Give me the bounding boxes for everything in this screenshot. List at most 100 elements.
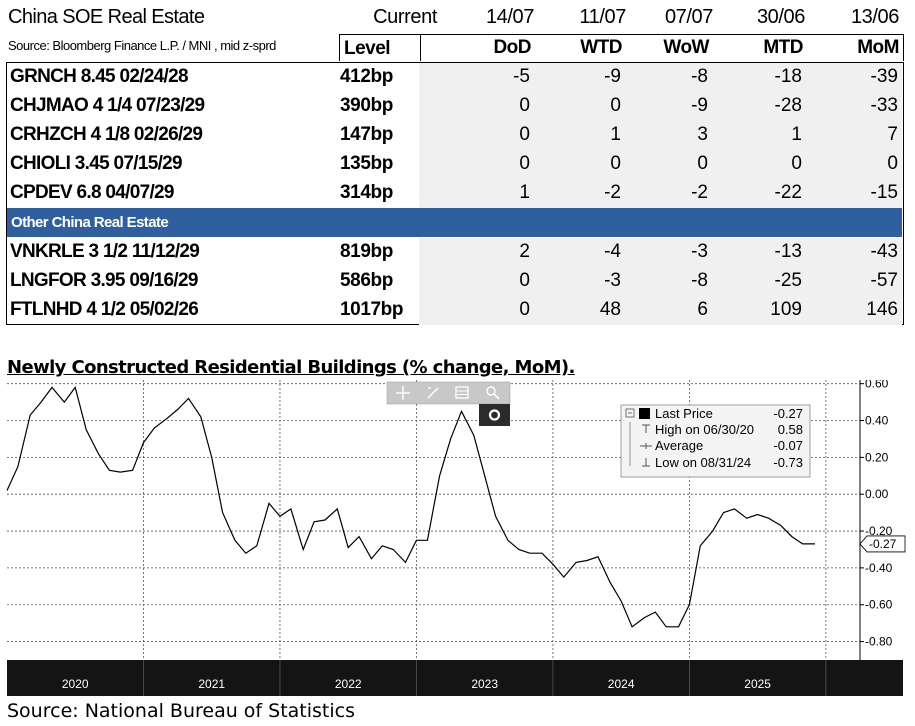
search-icon[interactable] [486,386,500,400]
bond-level: 819bp [340,241,393,262]
last-price-tag: -0.27 [859,535,906,553]
table-row: CHJMAO 4 1/4 07/23/29 390bp 0 0 -9 -28 -… [7,92,902,121]
value-dod: 0 [519,95,530,116]
value-wow: -9 [691,95,708,116]
value-mtd: -25 [774,270,802,291]
bond-name: CPDEV 6.8 04/07/29 [10,182,174,203]
value-mom: 146 [866,299,898,320]
move-icon[interactable] [396,386,410,400]
x-tick-label: 2021 [198,677,225,691]
value-dod: 0 [519,270,530,291]
bond-name: CHJMAO 4 1/4 07/23/29 [10,95,205,116]
y-tick-label: -0.60 [865,598,893,612]
table-row: FTLNHD 4 1/2 05/02/26 1017bp 0 48 6 109 … [7,296,902,325]
header-wow: WoW [663,37,709,58]
y-tick-label: 0.20 [865,450,889,464]
legend-value: 0.58 [778,422,803,437]
value-dod: -5 [513,66,530,87]
bond-level: 314bp [340,182,393,203]
chart-source: Source: National Bureau of Statistics [7,700,356,722]
y-tick-label: 0.40 [865,414,889,428]
bond-level: 147bp [340,124,393,145]
table-row: GRNCH 8.45 02/24/28 412bp -5 -9 -8 -18 -… [7,63,902,92]
value-mtd: -18 [774,66,802,87]
bond-name: GRNCH 8.45 02/24/28 [10,66,189,87]
y-tick-label: 0.60 [865,380,889,391]
header-date-4: 30/06 [756,6,805,28]
header-mom: MoM [857,37,899,58]
x-tick-label: 2025 [744,677,771,691]
x-tick-label: 2020 [62,677,89,691]
circle-icon-button[interactable] [479,404,510,426]
value-wow: -2 [691,182,708,203]
x-tick-label: 2023 [471,677,498,691]
value-dod: 1 [519,182,530,203]
circle-icon[interactable] [488,409,501,421]
average-marker-icon [640,443,652,449]
table-icon[interactable] [455,386,469,399]
header-wtd: WTD [580,37,622,58]
metrics-header-box [421,34,904,61]
chart-toolbar[interactable] [386,381,511,426]
section-band: Other China Real Estate [7,208,902,237]
bond-name: CRHZCH 4 1/8 02/26/29 [10,124,203,145]
table-row: VNKRLE 3 1/2 11/12/29 819bp 2 -4 -3 -13 … [7,238,902,267]
last-price-marker [859,535,906,553]
header-date-2: 11/07 [579,6,626,28]
zoom-icon[interactable] [427,387,439,399]
collapse-icon[interactable] [625,408,635,418]
x-tick-label: 2022 [335,677,362,691]
value-mtd: -22 [774,182,802,203]
value-wtd: -9 [604,66,621,87]
x-axis: 2020 2021 2022 2023 2024 2025 [62,660,827,696]
legend-value: -0.07 [773,438,803,453]
bond-name: CHIOLI 3.45 07/15/29 [10,153,183,174]
series-line [6,386,815,628]
bond-level: 412bp [340,66,393,87]
bond-name: FTLNHD 4 1/2 05/02/26 [10,299,199,320]
table-body: GRNCH 8.45 02/24/28 412bp -5 -9 -8 -18 -… [6,62,904,325]
legend-label: Low on 08/31/24 [655,455,751,470]
header-date-1: 14/07 [485,6,534,28]
table-row: CPDEV 6.8 04/07/29 314bp 1 -2 -2 -22 -15 [7,179,902,208]
bond-level: 1017bp [340,299,404,320]
value-wow: 6 [697,299,708,320]
legend-value: -0.27 [773,406,803,421]
value-mom: 7 [887,124,898,145]
value-mom: -57 [870,270,898,291]
table-header-dates: China SOE Real Estate Current 14/07 11/0… [6,4,904,32]
value-wtd: -2 [604,182,621,203]
legend-box [620,404,811,478]
value-mom: -43 [870,241,898,262]
gridlines [7,380,860,660]
value-dod: 0 [519,124,530,145]
value-mtd: 109 [770,299,802,320]
value-wtd: 0 [610,153,621,174]
line-chart: 0.60 0.40 0.20 0.00 -0.20 -0.40 -0.60 -0.80 202… [6,380,906,696]
legend-value: -0.73 [773,455,803,470]
header-date-5: 13/06 [850,6,899,28]
value-wow: -8 [691,270,708,291]
value-mom: 0 [887,153,898,174]
chart-title: Newly Constructed Residential Buildings … [7,357,575,378]
table-row: CRHZCH 4 1/8 02/26/29 147bp 0 1 3 1 7 [7,121,902,150]
y-axis: 0.60 0.40 0.20 0.00 -0.20 -0.40 -0.60 -0.80 [860,380,893,649]
low-marker-icon [642,458,650,467]
last-price-swatch-icon [639,408,650,419]
value-wtd: 0 [610,95,621,116]
y-tick-label: -0.20 [865,524,893,538]
value-mom: -33 [870,95,898,116]
chart-legend: Last Price -0.27 High on 06/30/20 0.58 A… [620,404,811,478]
bond-level: 390bp [340,95,393,116]
table-source: Source: Bloomberg Finance L.P. / MNI , m… [8,38,276,53]
value-dod: 0 [519,153,530,174]
value-mtd: 0 [791,153,802,174]
value-wow: 3 [697,124,708,145]
value-wow: 0 [697,153,708,174]
value-dod: 2 [519,241,530,262]
table-header-columns: Source: Bloomberg Finance L.P. / MNI , m… [6,34,904,62]
y-tick-label: -0.80 [865,635,893,649]
x-axis-bar [7,660,903,696]
bond-level: 135bp [340,153,393,174]
value-wow: -8 [691,66,708,87]
